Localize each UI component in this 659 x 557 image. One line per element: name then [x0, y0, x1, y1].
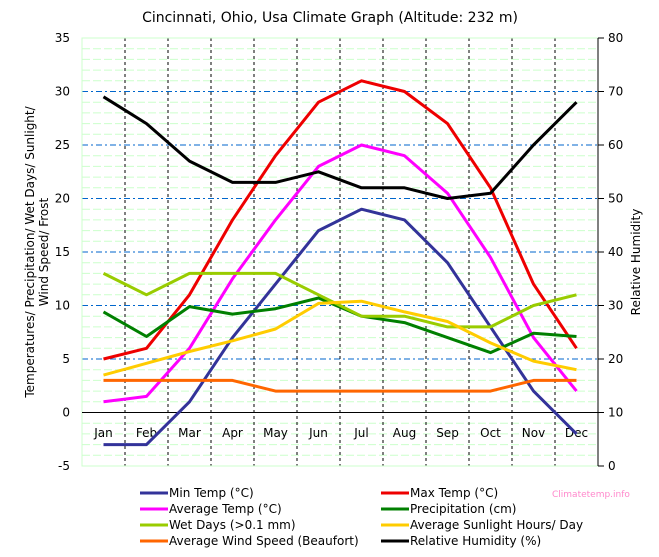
y2-tick-label: 60: [608, 138, 623, 152]
y-tick-label: 0: [62, 406, 70, 420]
legend-item: Average Sunlight Hours/ Day: [381, 518, 583, 532]
chart-title: Cincinnati, Ohio, Usa Climate Graph (Alt…: [142, 10, 518, 26]
y-tick-label: 5: [62, 352, 70, 366]
legend-item: Precipitation (cm): [381, 502, 516, 516]
legend-item: Average Temp (°C): [140, 502, 282, 516]
legend: Min Temp (°C) Max Temp (°C) Average Temp (…: [140, 486, 583, 548]
series-line: [102, 95, 578, 200]
x-tick-label: Jul: [353, 426, 368, 440]
series-line: [103, 143, 578, 404]
legend-item: Wet Days (>0.1 mm): [140, 518, 296, 532]
x-tick-label: Jan: [93, 426, 113, 440]
legend-label: Precipitation (cm): [410, 502, 516, 516]
y-tick-label: 25: [55, 138, 70, 152]
y2-tick-label: 0: [608, 459, 616, 473]
right-y-axis-label: Relative Humidity: [629, 209, 643, 316]
x-tick-label: Jun: [308, 426, 328, 440]
y2-tick-label: 70: [608, 85, 623, 99]
y2-tick-label: 30: [608, 299, 623, 313]
legend-label: Max Temp (°C): [410, 486, 498, 500]
y2-tick-label: 20: [608, 352, 623, 366]
x-tick-label: Oct: [480, 426, 501, 440]
y-tick-label: 30: [55, 85, 70, 99]
legend-item: Average Wind Speed (Beaufort): [140, 534, 359, 548]
series-line: [103, 299, 577, 377]
y-tick-label: 20: [55, 192, 70, 206]
legend-item: Max Temp (°C): [381, 486, 498, 500]
y-tick-label: 15: [55, 245, 70, 259]
x-tick-label: May: [263, 426, 288, 440]
y-tick-label: -5: [58, 459, 70, 473]
legend-item: Relative Humidity (%): [381, 534, 541, 548]
y-tick-label: 10: [55, 299, 70, 313]
data-series: [102, 79, 578, 447]
legend-label: Average Temp (°C): [169, 502, 282, 516]
x-tick-label: Sep: [436, 426, 459, 440]
x-axis-month-labels: Jan Feb Mar Apr May Jun Jul Aug Sep Oct Nov Dec: [93, 426, 588, 440]
y2-tick-label: 80: [608, 31, 623, 45]
watermark: Climatetemp.info: [552, 490, 630, 500]
y2-tick-label: 10: [608, 406, 623, 420]
y2-tick-label: 40: [608, 245, 623, 259]
series-line: [103, 79, 578, 361]
legend-label: Average Wind Speed (Beaufort): [169, 534, 359, 548]
legend-label: Average Sunlight Hours/ Day: [410, 518, 583, 532]
series-line: [103, 207, 578, 447]
x-tick-label: Feb: [136, 426, 157, 440]
series-line: [102, 271, 577, 329]
y2-tick-label: 50: [608, 192, 623, 206]
x-tick-label: Apr: [222, 426, 243, 440]
left-y-axis-label-line1: Temperatures/ Precipitation/ Wet Days/ S…: [23, 105, 37, 398]
y-tick-label: 35: [55, 31, 70, 45]
x-tick-label: Nov: [522, 426, 545, 440]
legend-label: Min Temp (°C): [169, 486, 254, 500]
left-y-axis-label-line2: Wind Speed/ Frost: [37, 197, 51, 306]
left-y-axis-ticks: -5 0 5 10 15 20 25 30 35: [55, 31, 70, 473]
x-tick-label: Mar: [178, 426, 201, 440]
legend-label: Relative Humidity (%): [410, 534, 541, 548]
legend-item: Min Temp (°C): [140, 486, 254, 500]
series-line: [103, 378, 577, 393]
right-y-axis-ticks: 0 10 20 30 40 50 60 70 80: [598, 31, 623, 473]
legend-label: Wet Days (>0.1 mm): [169, 518, 296, 532]
x-tick-label: Aug: [393, 426, 416, 440]
